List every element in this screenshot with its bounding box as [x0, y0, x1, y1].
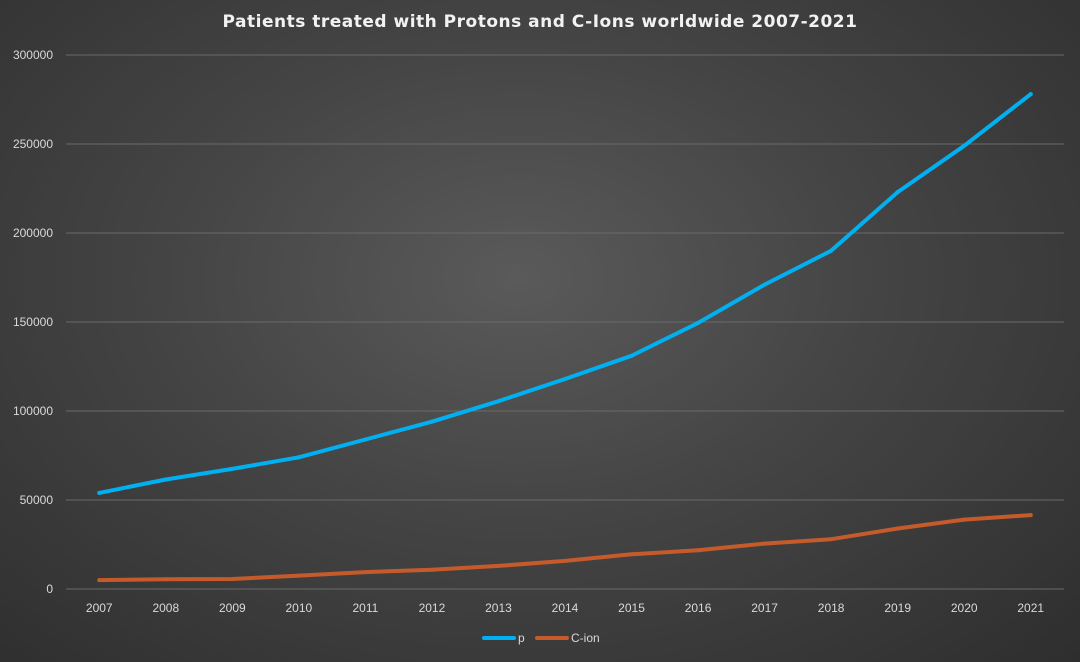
data-point: [696, 320, 701, 325]
data-point: [163, 577, 168, 582]
data-point: [962, 517, 967, 522]
x-tick-label: 2011: [352, 601, 378, 615]
x-tick-label: 2012: [419, 601, 446, 615]
data-point: [829, 537, 834, 542]
y-tick-label: 50000: [20, 493, 54, 507]
x-tick-label: 2015: [618, 601, 645, 615]
y-tick-label: 150000: [13, 315, 53, 329]
data-point: [629, 353, 634, 358]
data-point: [762, 541, 767, 546]
x-axis: 2007 2008 2009 2010 2011 2012 2013 2014 2015 2016…: [86, 601, 1044, 615]
series-layer: [97, 92, 1033, 583]
y-tick-label: 100000: [13, 404, 53, 418]
x-tick-label: 2019: [884, 601, 911, 615]
data-point: [563, 558, 567, 563]
data-point: [962, 143, 967, 148]
data-point: [230, 577, 235, 582]
y-tick-label: 300000: [13, 48, 53, 62]
legend-label: p: [518, 631, 525, 645]
x-tick-label: 2008: [152, 601, 179, 615]
grid-layer: [66, 54, 1064, 590]
x-tick-label: 2010: [286, 601, 313, 615]
data-point: [629, 552, 634, 557]
x-tick-label: 2009: [219, 601, 246, 615]
data-point: [496, 399, 501, 404]
series-line-protons: [97, 92, 1033, 495]
data-point: [829, 248, 834, 253]
legend-label: C-ion: [571, 631, 600, 645]
data-point: [230, 466, 235, 471]
y-axis: 0 50000 100000 150000 200000 250000 300000: [13, 48, 53, 596]
series-line-c-ion: [97, 513, 1033, 583]
x-tick-label: 2021: [1017, 601, 1044, 615]
data-point: [563, 376, 567, 381]
data-point: [363, 570, 368, 575]
data-point: [429, 419, 434, 424]
x-tick-label: 2007: [86, 601, 113, 615]
y-tick-label: 0: [46, 582, 53, 596]
data-point: [97, 490, 102, 495]
data-point: [895, 526, 900, 531]
data-point: [97, 578, 102, 583]
y-tick-label: 200000: [13, 226, 53, 240]
data-point: [363, 437, 368, 442]
x-tick-label: 2018: [818, 601, 845, 615]
chart-title: Patients treated with Protons and C-Ions…: [222, 12, 858, 32]
data-point: [1028, 513, 1033, 518]
data-point: [296, 573, 301, 578]
x-tick-label: 2013: [485, 601, 512, 615]
data-point: [163, 477, 168, 482]
y-tick-label: 250000: [13, 137, 53, 151]
data-point: [696, 548, 701, 553]
data-point: [296, 455, 301, 460]
data-point: [496, 563, 501, 568]
data-point: [762, 282, 767, 287]
x-tick-label: 2017: [751, 601, 778, 615]
data-point: [895, 190, 900, 195]
data-point: [1028, 92, 1033, 97]
x-tick-label: 2016: [685, 601, 712, 615]
x-tick-label: 2014: [552, 601, 579, 615]
legend: p C-ion: [482, 631, 600, 645]
x-tick-label: 2020: [951, 601, 978, 615]
data-point: [429, 567, 434, 572]
